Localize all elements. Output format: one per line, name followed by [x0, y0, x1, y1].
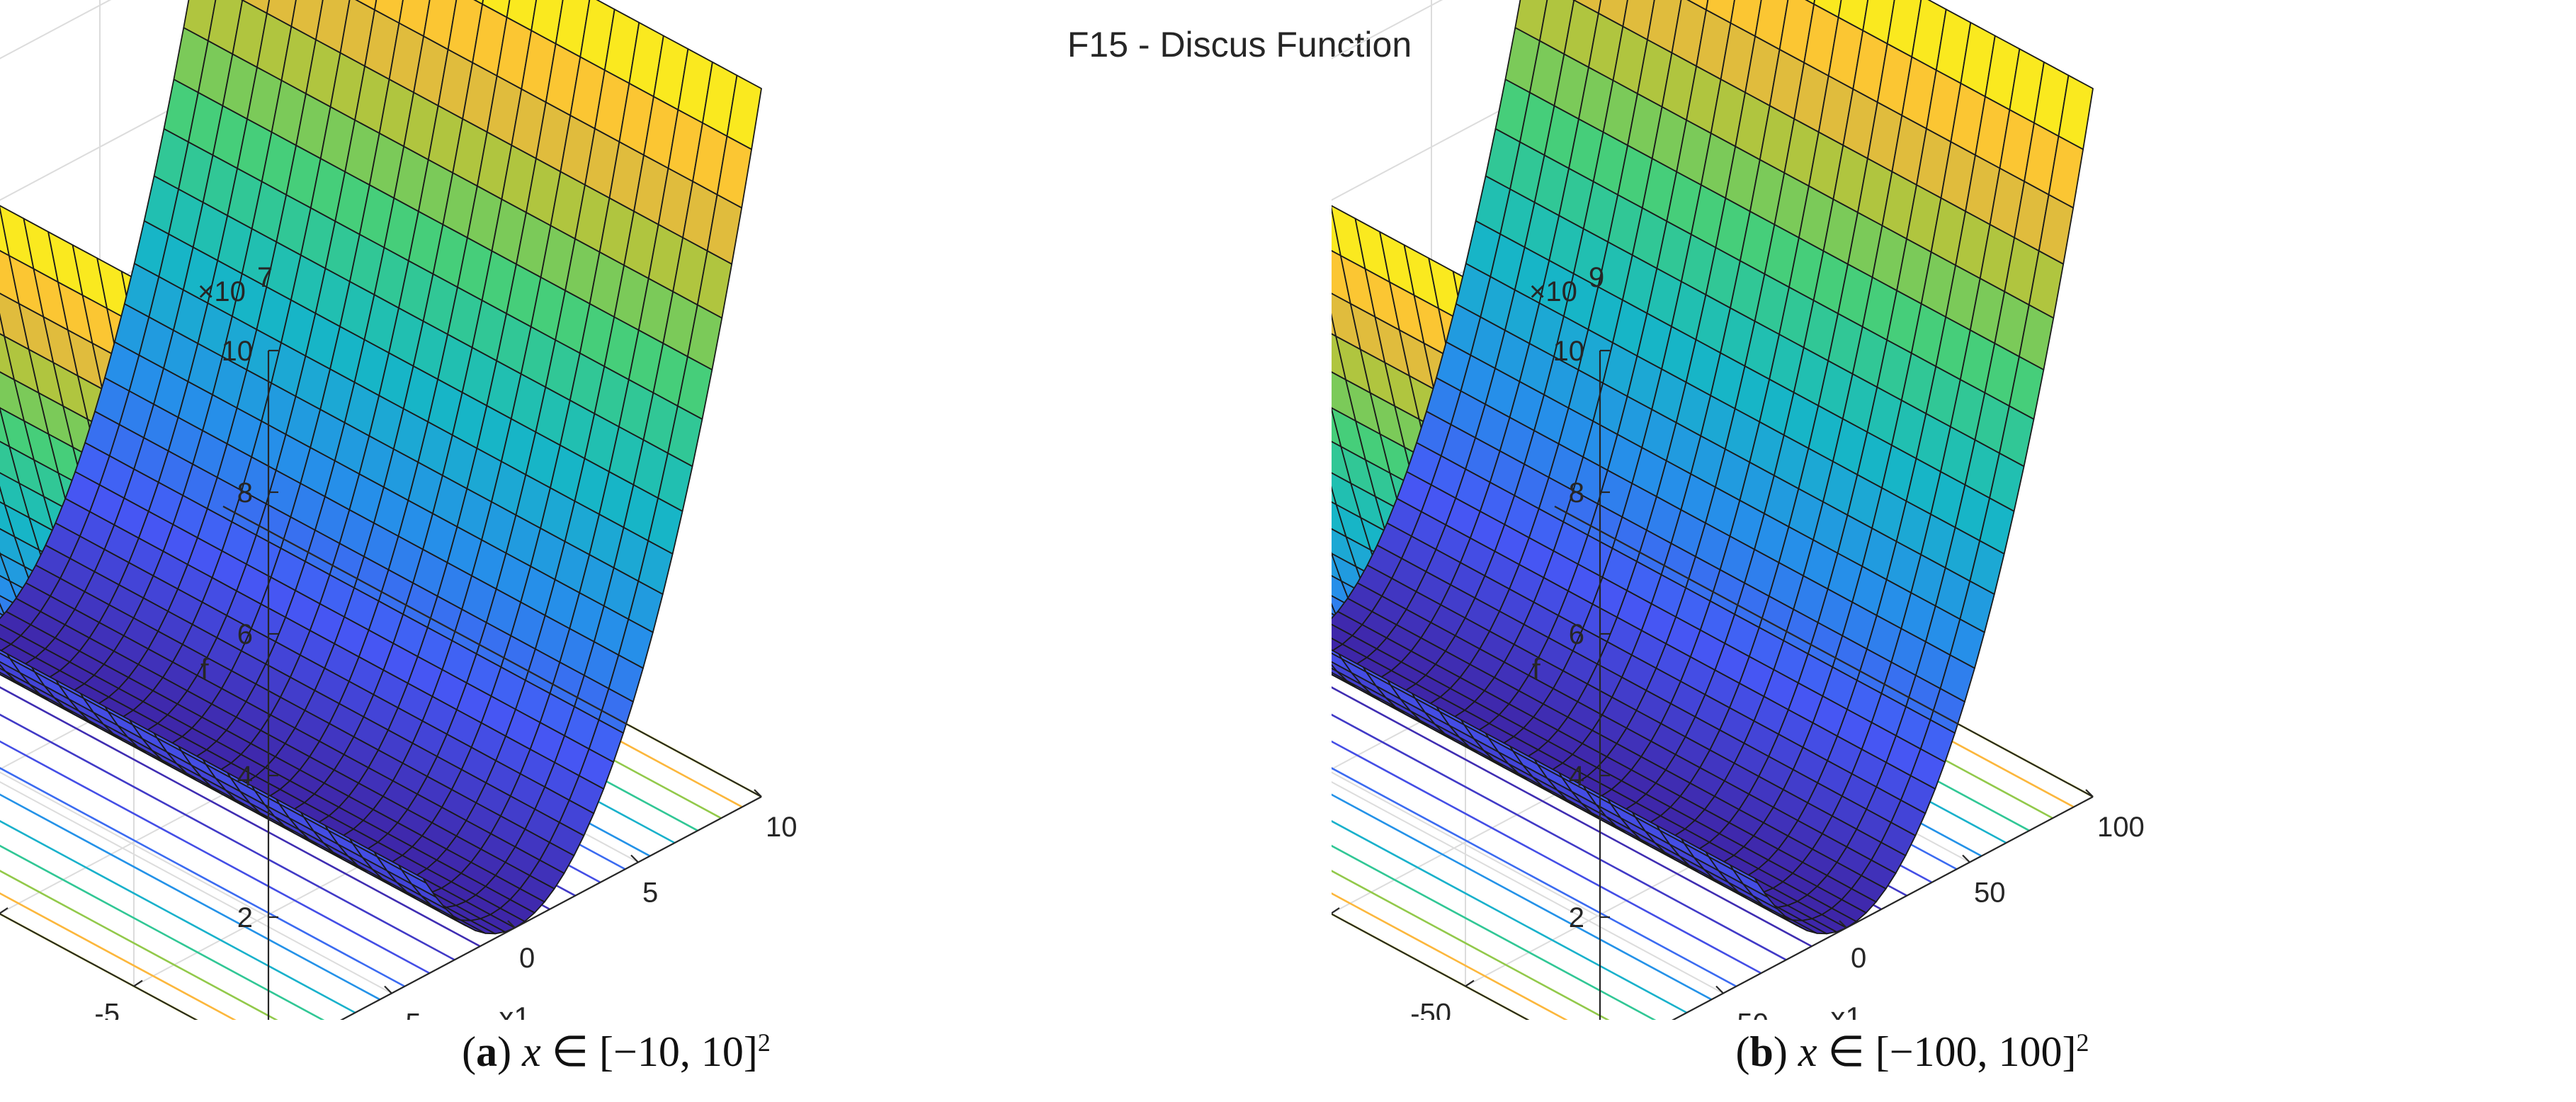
caption-b: (b) x ∈ [−100, 100]2: [1735, 1028, 2089, 1075]
caption-b-letter: b: [1749, 1028, 1774, 1075]
contour-line: [1332, 740, 1762, 975]
plot-body: 0246810×109f-100-50050100x1-100-50050100…: [1332, 0, 2145, 1020]
z-tick-label: 10: [222, 336, 254, 367]
contour-line: [1332, 844, 1657, 1020]
surface-cell: [1813, 0, 1842, 18]
contour-line: [0, 713, 455, 961]
surface-cell: [482, 0, 511, 18]
contour-line: [1332, 870, 1610, 1020]
x1-tick: [1962, 854, 1970, 863]
surface-cell: [242, 0, 271, 14]
contour-line: [0, 844, 325, 1020]
x1-tick-label: -5: [396, 1009, 421, 1021]
z-tick-label: 10: [1553, 336, 1585, 367]
z-tick-label: 2: [237, 902, 253, 933]
z-axis-label: f: [200, 652, 209, 686]
surface-cell: [726, 74, 762, 150]
z-tick-label: 2: [1569, 902, 1584, 933]
contour-line: [0, 892, 237, 1020]
surface-cell: [374, 0, 404, 24]
caption-a-letter: a: [476, 1028, 498, 1075]
surface-cell: [1730, 0, 1762, 38]
surface-cell: [398, 0, 431, 38]
z-tick-label: 4: [237, 761, 253, 792]
grid-line: [1332, 81, 1555, 201]
surface-cell: [355, 0, 378, 11]
x1-tick-label: 10: [766, 812, 798, 843]
grid-line: [1332, 771, 1601, 918]
surface-cell: [266, 0, 297, 28]
x1-axis-label: x1: [499, 1001, 530, 1020]
z-tick-label: 4: [1569, 761, 1584, 792]
surface-cell: [1706, 0, 1735, 24]
surface-cell: [1837, 0, 1869, 32]
x1-axis-label: x1: [1830, 1001, 1861, 1020]
x1-tick: [754, 789, 762, 797]
caption-a: (a) x ∈ [−10, 10]2: [462, 1028, 771, 1075]
x2-axis-line: [0, 913, 198, 1020]
z-exponent-label: ×10: [198, 276, 246, 307]
figure-title: F15 - Discus Function: [1067, 25, 1412, 64]
caption-a-power: 2: [757, 1028, 771, 1057]
caption-b-power: 2: [2076, 1028, 2089, 1057]
x1-tick: [1715, 985, 1724, 994]
z-tick-label: 8: [237, 477, 253, 509]
surface-cell: [506, 0, 538, 32]
z-tick-label: 6: [1569, 619, 1584, 650]
z-exponent-power: 9: [1589, 262, 1604, 293]
x1-tick-label: 0: [1851, 943, 1866, 974]
contour-line: [0, 740, 431, 975]
x2-tick: [133, 979, 143, 987]
surface-cell: [1598, 0, 1628, 28]
caption-b-variable: x: [1798, 1028, 1817, 1075]
grid-line: [0, 81, 224, 201]
x1-tick-label: 50: [1974, 877, 2006, 909]
contour-line: [1332, 819, 1688, 1014]
x1-tick-label: 5: [642, 877, 658, 909]
x1-tick: [630, 854, 639, 863]
contour-line: [1332, 686, 1812, 948]
x2-tick-label: -5: [94, 999, 120, 1021]
caption-a-variable: x: [522, 1028, 541, 1075]
z-axis-label: f: [1532, 652, 1541, 686]
contour-line: [0, 870, 278, 1020]
x1-tick: [1839, 920, 1847, 928]
x2-tick-label: -50: [1410, 999, 1451, 1021]
z-exponent-power: 7: [257, 262, 273, 293]
x2-axis-line: [1332, 913, 1530, 1020]
x1-tick-label: 100: [2097, 812, 2145, 843]
contour-line: [0, 767, 405, 987]
surface-cell: [2058, 74, 2094, 150]
surface-cell: [473, 0, 484, 5]
contour-line: [1332, 793, 1713, 1001]
surface-plot-b: 0246810×109f-100-50050100x1-100-50050100…: [1332, 0, 2145, 1020]
x1-tick: [507, 920, 516, 928]
contour-line: [1332, 767, 1737, 987]
caption-a-domain: ∈ [−10, 10]: [551, 1028, 758, 1075]
x1-tick-label: 0: [519, 943, 535, 974]
contour-line: [0, 686, 481, 948]
contour-line: [1332, 892, 1568, 1020]
surface-cell: [1686, 0, 1709, 11]
x1-tick: [384, 985, 392, 994]
z-exponent-label: ×10: [1529, 276, 1577, 307]
contour-line: [0, 793, 381, 1001]
x1-far-axis-line: [222, 506, 762, 797]
z-tick-label: 8: [1569, 477, 1584, 509]
x2-tick: [1332, 907, 1340, 914]
x2-tick: [0, 907, 8, 914]
surface-cell: [1573, 0, 1602, 14]
x2-tick: [1465, 979, 1475, 987]
z-tick-label: 6: [237, 619, 253, 650]
caption-b-domain: ∈ [−100, 100]: [1827, 1028, 2077, 1075]
surface-cell: [1805, 0, 1815, 5]
contour-line: [0, 819, 356, 1014]
x1-tick-label: -50: [1727, 1009, 1769, 1021]
contour-line: [1332, 713, 1787, 961]
x1-tick: [2085, 789, 2094, 797]
grid-line: [0, 771, 269, 918]
x1-far-axis-line: [1554, 506, 2094, 797]
